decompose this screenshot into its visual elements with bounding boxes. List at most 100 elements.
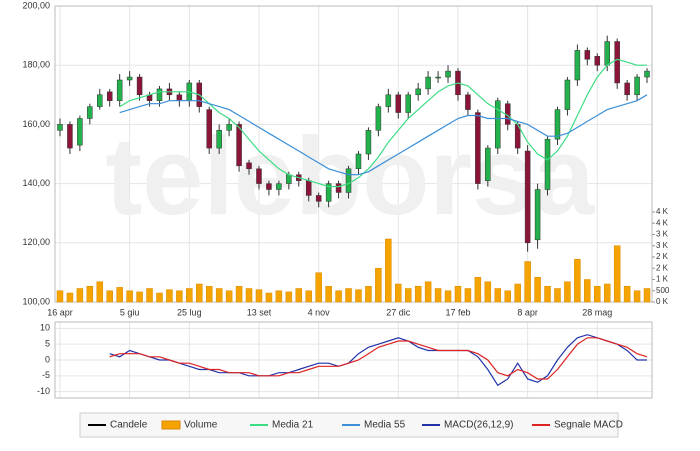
candle-body	[564, 79, 571, 110]
y2-tick-label: 1 K	[656, 275, 669, 284]
volume-bar	[375, 267, 382, 303]
candle-body	[276, 183, 282, 190]
candle-body	[485, 147, 491, 181]
x-tick-label: 17 feb	[445, 307, 470, 317]
volume-bar	[255, 289, 263, 303]
candle-body	[534, 189, 541, 241]
volume-bar	[594, 285, 601, 303]
candle-body	[236, 124, 242, 167]
volume-bar	[126, 290, 133, 303]
volume-bar	[633, 290, 641, 303]
candle-body	[475, 112, 481, 184]
x-tick-label: 28 mag	[582, 307, 612, 317]
y2-tick-label: 500	[656, 286, 670, 295]
x-tick-label: 5 giu	[120, 307, 140, 317]
volume-bar	[315, 272, 322, 303]
candle-body	[266, 183, 272, 190]
volume-bar	[395, 283, 402, 303]
candle-body	[584, 50, 591, 60]
volume-bar	[106, 290, 113, 303]
candle-body	[375, 106, 382, 131]
y-tick-label: 140,00	[22, 178, 50, 188]
volume-bar	[474, 276, 482, 303]
volume-bar	[136, 291, 143, 303]
volume-bar	[534, 276, 541, 303]
volume-bar	[484, 281, 492, 303]
volume-bar	[116, 287, 123, 303]
candle-body	[415, 88, 421, 96]
volume-bar	[146, 288, 153, 303]
y-tick-label: 100,00	[22, 296, 50, 306]
y-tick-label: -5	[42, 370, 50, 380]
volume-bar	[86, 285, 94, 303]
y2-tick-label: 0 K	[656, 297, 669, 306]
main-frame	[54, 5, 653, 303]
volume-bar	[76, 288, 84, 303]
candle-body	[77, 118, 83, 146]
volume-bar	[454, 285, 462, 303]
volume-bar	[166, 289, 173, 303]
legend-label: Media 55	[364, 420, 406, 431]
volume-bar	[275, 290, 283, 303]
y-tick-label: 5	[45, 339, 50, 349]
x-tick-label: 27 dic	[386, 307, 411, 317]
candle-body	[87, 106, 93, 119]
volume-bar	[574, 258, 581, 303]
candle-body	[206, 109, 212, 149]
volume-bar	[584, 279, 591, 303]
candle-body	[425, 76, 431, 90]
candle-body	[116, 79, 123, 101]
candle-body	[305, 180, 312, 196]
candle-body	[57, 124, 63, 131]
volume-bar	[524, 261, 531, 303]
candle-body	[574, 50, 581, 81]
y2-tick-label: 4 K	[656, 218, 669, 227]
legend-label: Media 21	[272, 420, 314, 431]
candle-body	[395, 94, 402, 113]
candle-body	[156, 88, 163, 101]
candle-body	[604, 41, 610, 66]
volume-bar	[176, 290, 183, 303]
candle-body	[176, 94, 183, 101]
volume-bar	[643, 288, 651, 303]
volume-bar	[225, 290, 233, 303]
y-tick-label: 160,00	[22, 119, 50, 129]
volume-bar	[434, 288, 442, 303]
candle-body	[97, 94, 103, 107]
candle-body	[634, 76, 640, 96]
legend-swatch	[161, 420, 181, 430]
volume-bar	[295, 288, 303, 303]
candle-body	[256, 168, 262, 184]
y2-tick-label: 3 K	[656, 230, 669, 239]
legend-label: Segnale MACD	[554, 420, 623, 431]
volume-bar	[66, 292, 74, 303]
y2-tick-label: 2 K	[656, 252, 669, 261]
legend-label: Candele	[110, 420, 148, 431]
y2-tick-label: 3 K	[656, 241, 669, 250]
volume-bar	[355, 289, 362, 303]
legend-label: Volume	[184, 420, 218, 431]
candle-body	[385, 94, 392, 107]
volume-bar	[464, 288, 472, 303]
candle-body	[614, 41, 620, 84]
volume-bar	[404, 288, 412, 303]
volume-bar	[544, 285, 551, 303]
volume-bar	[325, 285, 332, 303]
legend-label: MACD(26,12,9)	[444, 420, 513, 431]
volume-bar	[414, 285, 422, 303]
candle-body	[335, 183, 342, 193]
x-tick-label: 25 lug	[177, 307, 202, 317]
x-tick-label: 4 nov	[308, 307, 331, 317]
y2-tick-label: 2 K	[656, 263, 669, 272]
volume-bar	[265, 292, 273, 303]
candle-body	[226, 124, 232, 131]
candle-body	[445, 70, 451, 78]
volume-bar	[156, 292, 163, 303]
volume-bar	[285, 291, 293, 303]
candle-body	[594, 56, 601, 66]
line-series	[119, 58, 647, 188]
volume-bar	[514, 283, 521, 303]
candle-body	[365, 130, 372, 155]
volume-bar	[385, 238, 392, 303]
line-series	[109, 334, 647, 387]
